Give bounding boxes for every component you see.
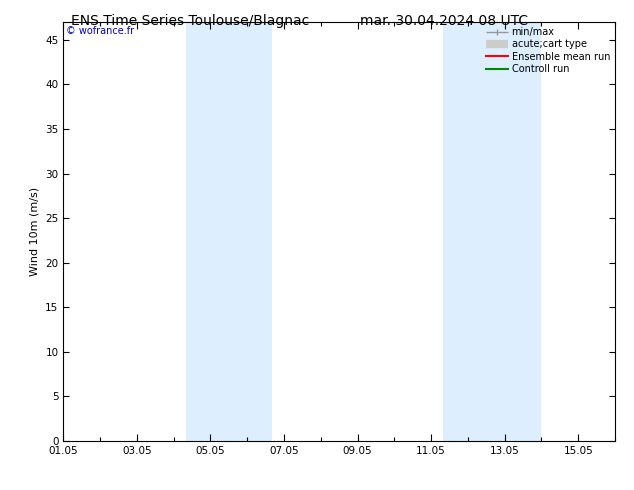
Bar [186,22,247,441]
Bar [443,22,493,441]
Text: ENS Time Series Toulouse/Blagnac: ENS Time Series Toulouse/Blagnac [71,14,309,28]
Text: © wofrance.fr: © wofrance.fr [66,26,134,36]
Text: mar. 30.04.2024 08 UTC: mar. 30.04.2024 08 UTC [359,14,528,28]
Bar [247,22,272,441]
Bar [493,22,541,441]
Legend: min/max, acute;cart type, Ensemble mean run, Controll run: min/max, acute;cart type, Ensemble mean … [483,24,613,77]
Y-axis label: Wind 10m (m/s): Wind 10m (m/s) [30,187,40,276]
